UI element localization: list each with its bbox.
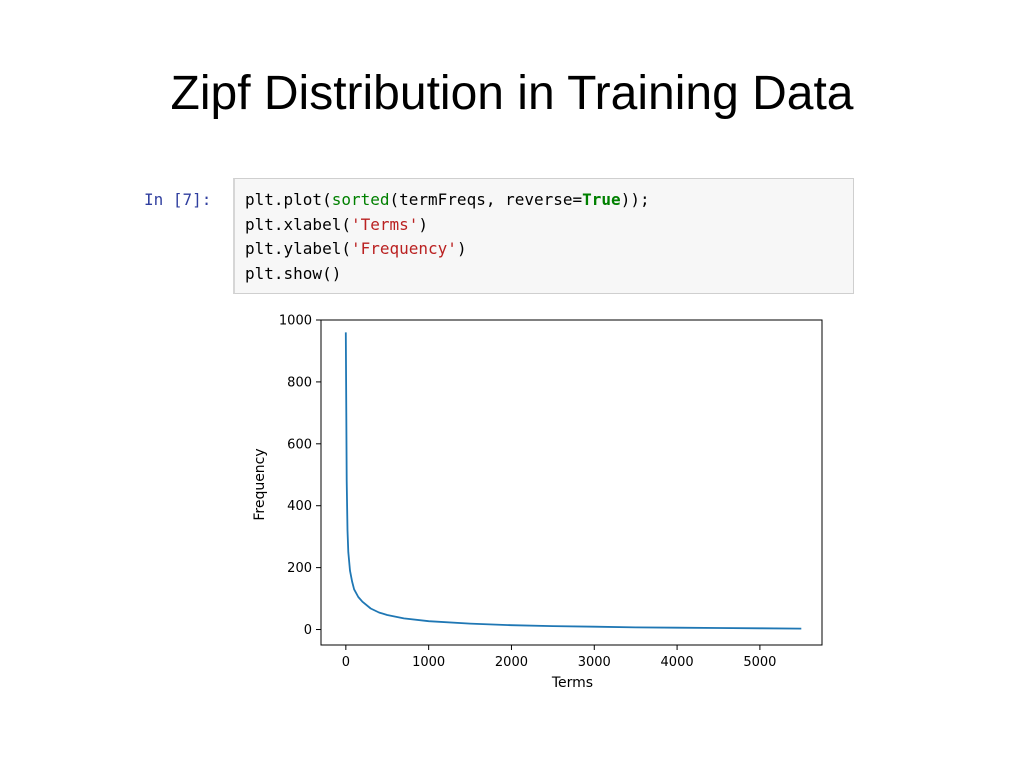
code-token: plt.xlabel( [245, 214, 351, 234]
x-axis-label: Terms [551, 675, 593, 691]
x-tick-label: 5000 [743, 655, 776, 670]
y-tick-label: 400 [287, 499, 312, 514]
x-tick-label: 0 [342, 655, 350, 670]
x-tick-label: 3000 [578, 655, 611, 670]
y-axis-label: Frequency [252, 448, 268, 520]
y-tick-label: 1000 [279, 314, 312, 329]
code-line-4: plt.show() [245, 262, 853, 287]
code-line-1: plt.plot(sorted(termFreqs, reverse=True)… [245, 188, 853, 213]
slide-title: Zipf Distribution in Training Data [170, 67, 854, 120]
series-line [344, 332, 802, 630]
x-tick-label: 4000 [661, 655, 694, 670]
cell-prompt: In [7]: [144, 190, 212, 209]
code-token: plt.ylabel( [245, 239, 351, 258]
x-tick-label: 1000 [412, 655, 445, 670]
code-token: ) [456, 239, 467, 258]
y-tick-label: 800 [287, 375, 312, 390]
code-token: )); [620, 190, 650, 209]
y-tick-label: 0 [304, 623, 312, 638]
code-token: ) [418, 214, 429, 234]
code-token: plt.plot( [245, 190, 332, 209]
code-token: plt.show() [245, 263, 342, 283]
code-token: (termFreqs, reverse= [389, 190, 583, 209]
y-tick-label: 600 [287, 437, 312, 452]
code-cell[interactable]: plt.plot(sorted(termFreqs, reverse=True)… [233, 178, 854, 294]
y-tick-label: 200 [287, 561, 312, 576]
code-line-3: plt.ylabel('Frequency') [245, 237, 853, 262]
code-token-builtin: sorted [331, 190, 390, 209]
plot-frame [320, 319, 823, 646]
x-tick-label: 2000 [495, 655, 528, 670]
code-token-keyword: True [582, 190, 621, 209]
code-line-2: plt.xlabel('Terms') [245, 213, 853, 238]
code-token-string: 'Terms' [350, 214, 419, 234]
code-token-string: 'Frequency' [350, 239, 457, 258]
